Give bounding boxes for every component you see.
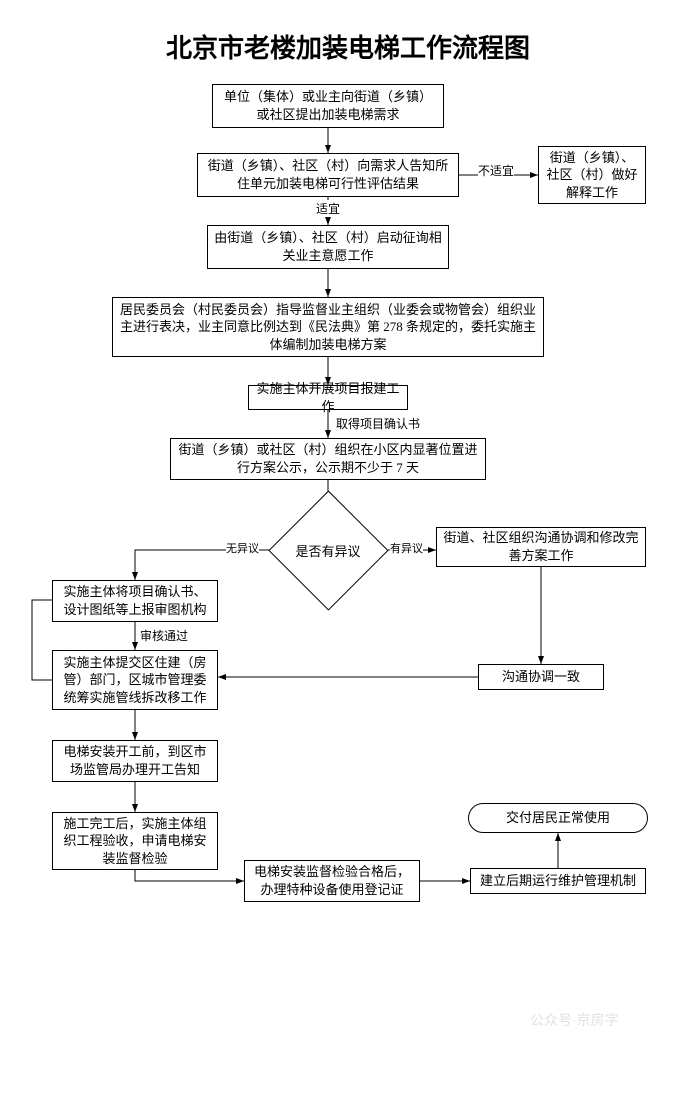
page-title: 北京市老楼加装电梯工作流程图: [118, 28, 578, 65]
decision-text-d1: 是否有异议: [288, 530, 368, 570]
edge-label-l1: 不适宜: [478, 162, 514, 179]
flowchart-canvas: 北京市老楼加装电梯工作流程图单位（集体）或业主向街道（乡镇）或社区提出加装电梯需…: [0, 0, 700, 1110]
node-n7a: 街道、社区组织沟通协调和修改完善方案工作: [436, 527, 646, 567]
edge-n11-n12: [135, 870, 244, 881]
node-n11: 施工完工后，实施主体组织工程验收，申请电梯安装监督检验: [52, 812, 218, 870]
node-n2b: 街道（乡镇）、社区（村）做好解释工作: [538, 146, 646, 204]
node-n7b: 沟通协调一致: [478, 664, 604, 690]
node-n4: 居民委员会（村民委员会）指导监督业主组织（业委会或物管会）组织业主进行表决，业主…: [112, 297, 544, 357]
edge-label-l2: 适宜: [316, 200, 340, 217]
edge-d1-n8: [135, 550, 286, 580]
watermark: 公众号·京房字: [530, 1010, 619, 1030]
edge-label-l5: 有异议: [390, 540, 423, 556]
edge-label-l4: 无异议: [226, 540, 259, 556]
node-n5: 实施主体开展项目报建工作: [248, 385, 408, 410]
edge-loopTop-n8: [32, 600, 52, 680]
node-n1: 单位（集体）或业主向街道（乡镇）或社区提出加装电梯需求: [212, 84, 444, 128]
node-n10: 电梯安装开工前，到区市场监管局办理开工告知: [52, 740, 218, 782]
node-n9: 实施主体提交区住建（房管）部门，区城市管理委统筹实施管线拆改移工作: [52, 650, 218, 710]
edge-label-l6: 审核通过: [140, 627, 188, 644]
node-n8: 实施主体将项目确认书、设计图纸等上报审图机构: [52, 580, 218, 622]
edge-label-l3: 取得项目确认书: [336, 415, 420, 432]
node-n3: 由街道（乡镇）、社区（村）启动征询相关业主意愿工作: [207, 225, 449, 269]
node-n13: 建立后期运行维护管理机制: [470, 868, 646, 894]
node-n14: 交付居民正常使用: [468, 803, 648, 833]
node-n12: 电梯安装监督检验合格后，办理特种设备使用登记证: [244, 860, 420, 902]
node-n6: 街道（乡镇）或社区（村）组织在小区内显著位置进行方案公示，公示期不少于 7 天: [170, 438, 486, 480]
node-n2: 街道（乡镇）、社区（村）向需求人告知所住单元加装电梯可行性评估结果: [197, 153, 459, 197]
